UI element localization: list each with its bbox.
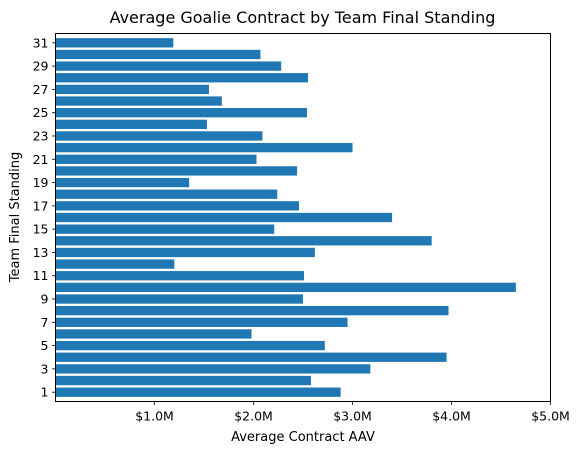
bar-standing-31: [55, 38, 174, 48]
x-tick-label: $4.0M: [432, 409, 471, 424]
y-axis-title: Team Final Standing: [8, 152, 23, 284]
bar-standing-3: [55, 364, 371, 374]
bar-standing-22: [55, 142, 353, 153]
bar-standing-7: [55, 317, 348, 327]
y-tick-label: 13: [33, 245, 49, 260]
bar-standing-25: [55, 108, 307, 118]
bar-standing-27: [55, 84, 209, 95]
bar-standing-26: [55, 96, 222, 106]
y-tick-label: 3: [41, 361, 49, 376]
y-tick-label: 11: [33, 268, 49, 283]
bar-standing-14: [55, 236, 432, 246]
x-tick-label: $5.0M: [531, 409, 570, 424]
y-tick-label: 7: [41, 315, 49, 330]
bar-standing-8: [55, 306, 449, 316]
y-tick-label: 27: [33, 82, 49, 97]
chart-title: Average Goalie Contract by Team Final St…: [110, 8, 496, 27]
bar-standing-2: [55, 375, 311, 386]
y-tick-label: 31: [33, 35, 49, 50]
x-tick-label: $1.0M: [135, 409, 174, 424]
bar-standing-6: [55, 329, 252, 339]
y-tick-label: 1: [41, 385, 49, 400]
x-tick-label: $2.0M: [234, 409, 273, 424]
x-tick-label: $3.0M: [333, 409, 372, 424]
bar-standing-9: [55, 294, 303, 304]
bar-standing-24: [55, 119, 207, 129]
bar-standing-20: [55, 166, 298, 176]
bar-standing-11: [55, 271, 304, 281]
bar-standing-18: [55, 189, 278, 199]
plot-frame: [55, 33, 551, 402]
y-tick-label: 5: [41, 338, 49, 353]
y-tick-label: 17: [33, 198, 49, 213]
bar-standing-15: [55, 224, 275, 234]
bar-standing-16: [55, 212, 393, 223]
y-tick-label: 9: [41, 292, 49, 307]
bar-standing-17: [55, 201, 300, 211]
bar-standing-12: [55, 259, 175, 269]
x-axis-ticks: $1.0M $2.0M $3.0M $4.0M $5.0M: [135, 401, 570, 424]
bar-standing-4: [55, 352, 447, 362]
y-tick-label: 23: [33, 128, 49, 143]
bar-standing-21: [55, 154, 257, 164]
y-tick-label: 29: [33, 59, 49, 74]
bar-standing-29: [55, 61, 282, 71]
bar-standing-5: [55, 340, 325, 351]
y-tick-label: 25: [33, 105, 49, 120]
y-tick-label: 19: [33, 175, 49, 190]
y-tick-label: 15: [33, 222, 49, 237]
bar-standing-13: [55, 247, 315, 258]
bar-standing-30: [55, 49, 261, 60]
bars: [55, 38, 516, 397]
bar-standing-10: [55, 282, 516, 293]
y-tick-label: 21: [33, 152, 49, 167]
bar-standing-1: [55, 387, 341, 397]
bar-standing-28: [55, 73, 308, 83]
bar-standing-19: [55, 177, 190, 188]
bar-standing-23: [55, 131, 263, 141]
x-axis-title: Average Contract AAV: [231, 430, 375, 445]
